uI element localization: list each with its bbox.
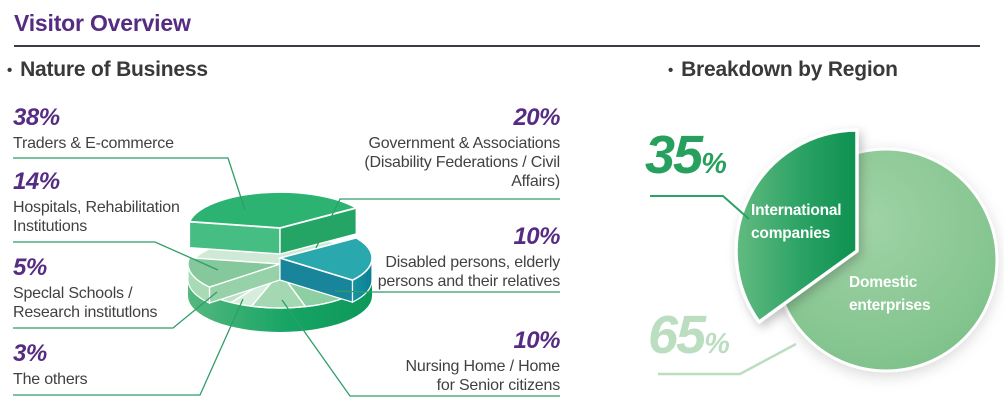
page-title: Visitor Overview [14, 10, 191, 36]
label-line: persons and their relatives [377, 273, 560, 290]
pct-number: 35 [645, 125, 703, 185]
business-pie-slice-nursing-home-10 [250, 270, 307, 309]
label-line: Speclal Schools / [13, 285, 133, 302]
label-line: The others [13, 371, 88, 388]
label-line: Hospitals, Rehabilitation [13, 199, 180, 216]
section-heading-business: • Nature of Business [7, 58, 208, 82]
label-disabled-persons: 10% Disabled persons, elderly persons an… [330, 223, 561, 291]
region-pct-international: 35% [645, 128, 727, 182]
label-special-schools: 5% Speclal Schools / Research institutlo… [13, 254, 158, 322]
bullet-icon: • [668, 61, 674, 79]
callout-line-35 [650, 195, 750, 220]
label-international-companies: International companies [751, 199, 842, 245]
pct-number: 65 [648, 305, 706, 365]
label-line: Affairs) [511, 173, 560, 190]
pct-value: 14% [13, 168, 60, 195]
label-line: Traders & E-commerce [13, 135, 174, 152]
pct-value: 3% [13, 340, 47, 367]
label-line: enterprises [849, 297, 931, 314]
label-line: Nursing Home / Home [405, 358, 561, 375]
label-line: for Senior citizens [436, 377, 561, 394]
connector-disabled-persons [334, 290, 560, 293]
pct-value: 10% [513, 327, 560, 354]
pct-sign: % [701, 148, 727, 180]
label-line: International [751, 202, 842, 219]
label-traders: 38% Traders & E-commerce [13, 105, 174, 153]
label-line: Institutions [13, 218, 88, 235]
business-pie-slice-hospitals-14 [187, 256, 281, 305]
region-pie-slice-domestic-65 [773, 147, 999, 373]
label-nursing-home: 10% Nursing Home / Home for Senior citiz… [330, 327, 561, 395]
section-heading-region-label: Breakdown by Region [681, 58, 898, 81]
label-hospitals: 14% Hospitals, Rehabilitation Institutio… [13, 169, 180, 236]
pct-value: 38% [13, 104, 60, 131]
header-divider [14, 45, 980, 47]
label-others: 3% The others [13, 341, 88, 389]
label-line: Domestic [849, 274, 918, 291]
label-domestic-enterprises: Domestic enterprises [849, 271, 931, 317]
pct-sign: % [704, 328, 730, 360]
label-line: (Disability Federations / Civil [364, 154, 560, 171]
label-line: Government & Associations [368, 135, 560, 152]
business-pie-slice-special-schools-5 [207, 271, 281, 304]
business-pie-slice-others-3 [229, 271, 281, 307]
bullet-icon: • [7, 61, 13, 79]
label-line: Research institutlons [13, 304, 158, 321]
pct-value: 5% [13, 254, 47, 281]
pct-value: 10% [513, 223, 560, 250]
region-pct-domestic: 65% [648, 308, 730, 362]
section-heading-business-label: Nature of Business [20, 58, 208, 81]
label-line: Disabled persons, elderly [385, 254, 560, 271]
section-heading-region: • Breakdown by Region [668, 58, 898, 82]
label-line: companies [751, 225, 831, 242]
label-government: 20% Government & Associations (Disabilit… [330, 105, 560, 191]
pct-value: 20% [513, 104, 560, 131]
